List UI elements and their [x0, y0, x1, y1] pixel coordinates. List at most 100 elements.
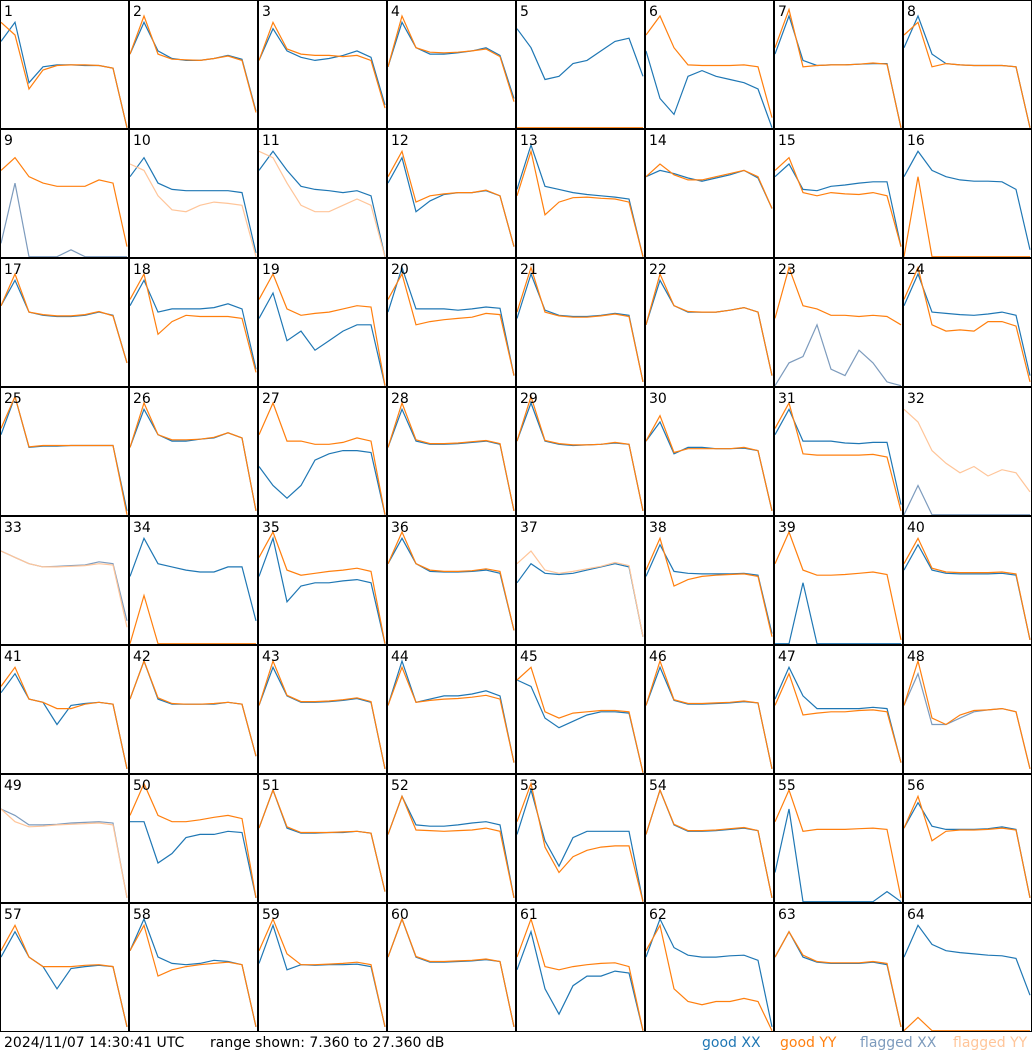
panel: 5 [516, 0, 645, 129]
timestamp: 2024/11/07 14:30:41 UTC [4, 1035, 184, 1051]
panel: 11 [258, 129, 387, 258]
panel-title: 14 [649, 133, 667, 149]
panel: 21 [516, 258, 645, 387]
spectrum-line [129, 156, 257, 254]
panel-title: 19 [262, 262, 280, 278]
panel-title: 47 [778, 649, 796, 665]
spectrum-line [129, 278, 257, 370]
legend-entry: flagged YY [953, 1035, 1028, 1051]
panel-border [0, 903, 129, 1032]
spectrum-line [258, 272, 386, 386]
panel-title: 48 [907, 649, 925, 665]
legend-entry: good YY [780, 1035, 837, 1051]
panel: 48 [903, 645, 1032, 774]
panel: 19 [258, 258, 387, 387]
panel: 52 [387, 774, 516, 903]
spectrum-line [645, 14, 773, 118]
panel-title: 17 [4, 262, 22, 278]
panel: 6 [645, 0, 774, 129]
spectrum-line [516, 666, 644, 773]
panel-title: 4 [391, 4, 400, 20]
panel-border [129, 903, 258, 1032]
panel: 22 [645, 258, 774, 387]
panel: 58 [129, 903, 258, 1032]
panel-title: 43 [262, 649, 280, 665]
spectrum-line [645, 659, 773, 770]
spectrum-line [774, 788, 902, 899]
spectrum-line [774, 530, 902, 641]
panel-title: 20 [391, 262, 409, 278]
panel-border [903, 387, 1032, 516]
panel-title: 15 [778, 133, 796, 149]
panel-title: 10 [133, 133, 151, 149]
spectrum-line [0, 808, 128, 899]
panel-title: 60 [391, 907, 409, 923]
panel-border [903, 516, 1032, 645]
panel-title: 44 [391, 649, 409, 665]
spectrum-line [258, 150, 386, 257]
spectrum-line [387, 149, 515, 247]
panel: 16 [903, 129, 1032, 258]
range-label: range shown: 7.360 to 27.360 dB [210, 1035, 444, 1051]
panel: 47 [774, 645, 903, 774]
spectrum-line [258, 150, 386, 257]
panel: 61 [516, 903, 645, 1032]
panel-border [516, 774, 645, 903]
spectrum-line [645, 788, 773, 899]
spectrum-line [129, 593, 256, 645]
panel: 41 [0, 645, 129, 774]
panel-title: 32 [907, 391, 925, 407]
panel-title: 16 [907, 133, 925, 149]
spectrum-line [903, 924, 1031, 996]
panel-border [903, 774, 1032, 903]
panel-title: 33 [4, 520, 22, 536]
panel-border [516, 387, 645, 516]
panel-title: 59 [262, 907, 280, 923]
panel-border [0, 0, 129, 129]
panel: 42 [129, 645, 258, 774]
panel: 24 [903, 258, 1032, 387]
panel: 57 [0, 903, 129, 1032]
panel-title: 13 [520, 133, 538, 149]
panel: 50 [129, 774, 258, 903]
panel-title: 38 [649, 520, 667, 536]
panel-title: 45 [520, 649, 538, 665]
panel: 55 [774, 774, 903, 903]
panel-title: 49 [4, 778, 22, 794]
spectrum-line [516, 929, 644, 1031]
panel: 62 [645, 903, 774, 1032]
spectrum-line [0, 156, 128, 247]
spectrum-line [645, 414, 773, 512]
panel-border [645, 903, 774, 1032]
legend-entry: good XX [702, 1035, 761, 1051]
panel-title: 8 [907, 4, 916, 20]
panel: 1 [0, 0, 129, 129]
panel-title: 56 [907, 778, 925, 794]
panel: 17 [0, 258, 129, 387]
spectrum-line [0, 182, 127, 258]
spectrum-line [774, 156, 902, 247]
panel-title: 61 [520, 907, 538, 923]
panel-title: 53 [520, 778, 538, 794]
panel: 29 [516, 387, 645, 516]
panel: 45 [516, 645, 645, 774]
spectrum-line [129, 163, 257, 257]
panel-title: 3 [262, 4, 271, 20]
spectrum-line [129, 536, 257, 622]
panel-title: 18 [133, 262, 151, 278]
spectrum-line [258, 788, 386, 892]
spectrum-line [516, 272, 644, 383]
panel-border [903, 0, 1032, 129]
spectrum-line [387, 265, 515, 376]
spectrum-line [129, 923, 257, 1028]
panel: 13 [516, 129, 645, 258]
panel-title: 58 [133, 907, 151, 923]
panel-border [645, 0, 774, 129]
panel-border [516, 645, 645, 774]
panel-title: 41 [4, 649, 22, 665]
panel-border [0, 516, 129, 645]
spectrum-line [258, 291, 386, 386]
panel: 64 [903, 903, 1032, 1032]
spectrum-line [129, 272, 257, 373]
spectrum-line [387, 917, 515, 1028]
